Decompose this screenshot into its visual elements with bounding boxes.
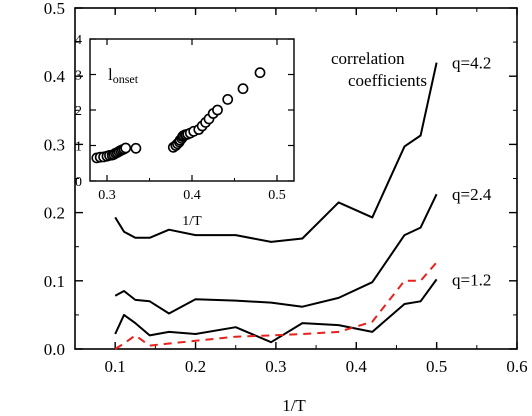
series-label: q=2.4 [452, 185, 492, 204]
inset-axes: 0.3 0.4 0.5 0 1 2 3 4 [75, 33, 295, 203]
inset-y-tick-label: 4 [75, 33, 82, 48]
inset-point [222, 94, 234, 105]
main-series [114, 62, 438, 350]
y-tick-label: 0.5 [44, 0, 65, 18]
y-tick-label: 0.3 [44, 135, 65, 154]
y-tick-label: 0.2 [44, 204, 65, 223]
x-tick-label: 0.4 [346, 357, 368, 376]
inset-point [254, 67, 266, 79]
inset-y-tick-label: 3 [75, 69, 82, 84]
series-label: q=1.2 [452, 270, 491, 289]
inset-x-axis-title: 1/T [182, 214, 202, 229]
y-tick-label: 0.0 [44, 340, 65, 359]
series-line-2 [114, 193, 438, 315]
series-line-3 [114, 278, 438, 344]
inset-y-label-sub: onset [113, 72, 139, 86]
inset-point [130, 142, 142, 154]
inset-y-tick-label: 2 [75, 104, 82, 119]
x-tick-label: 0.2 [185, 357, 206, 376]
series-labels: q=4.2 q=2.4 q=1.2 [452, 54, 492, 290]
inset-x-tick-label: 0.4 [183, 188, 201, 203]
inset-x-tick-label: 0.5 [268, 188, 286, 203]
inset-point [120, 142, 132, 154]
series-label: q=4.2 [452, 54, 491, 73]
y-tick-label: 0.1 [44, 272, 65, 291]
inset-points [91, 67, 266, 164]
y-tick-label: 0.4 [44, 67, 66, 86]
heading-line-1: correlation [331, 49, 405, 68]
x-tick-label: 0.6 [506, 357, 527, 376]
x-tick-label: 0.3 [265, 357, 286, 376]
heading-line-2: coefficients [348, 71, 427, 90]
inset-y-tick-label: 0 [75, 175, 82, 190]
series-line-1 [114, 62, 438, 243]
inset-point [212, 104, 223, 116]
inset-x-tick-label: 0.3 [98, 188, 116, 203]
inset-chart: 0.3 0.4 0.5 0 1 2 3 4 lonset 1/T [75, 33, 295, 229]
inset-y-label: lonset [108, 65, 139, 86]
x-tick-label: 0.5 [426, 357, 447, 376]
series-line-4 [114, 261, 438, 350]
inset-point [237, 83, 249, 95]
inset-y-tick-label: 1 [75, 140, 82, 155]
inset-frame [89, 38, 295, 182]
x-tick-label: 0.1 [105, 357, 126, 376]
main-axes: 0.1 0.2 0.3 0.4 0.5 0.6 0.0 0.1 0.2 0.3 0.4 0.5 [44, 0, 528, 376]
x-axis-title: 1/T [282, 396, 306, 415]
inset-y-label-main: l [108, 65, 113, 84]
